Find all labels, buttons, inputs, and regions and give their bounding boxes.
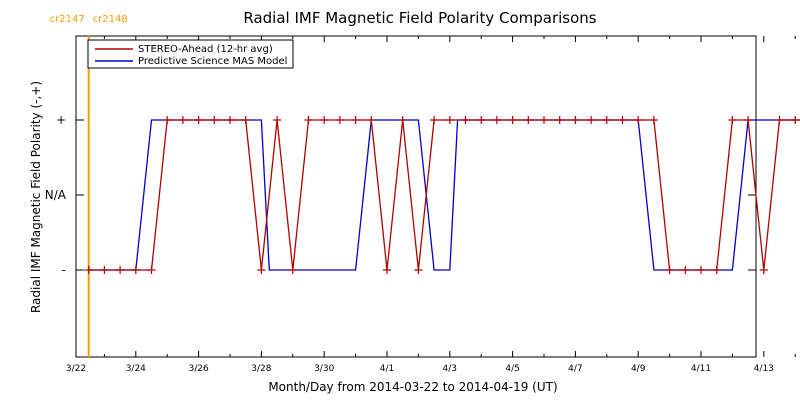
series-line-stereo xyxy=(88,119,800,271)
series-line-mas xyxy=(88,119,800,271)
stereo-data-point xyxy=(492,116,501,124)
stereo-data-point xyxy=(461,116,470,124)
stereo-data-point xyxy=(697,266,705,274)
stereo-data-point xyxy=(241,116,250,124)
stereo-data-point xyxy=(649,116,658,124)
stereo-data-point xyxy=(178,116,187,124)
stereo-data-point xyxy=(791,116,800,124)
chart-title: Radial IMF Magnetic Field Polarity Compa… xyxy=(243,9,596,27)
x-tick-label: 3/26 xyxy=(188,364,208,374)
stereo-data-point xyxy=(681,266,690,274)
stereo-data-point xyxy=(163,116,172,124)
x-tick-label: 3/30 xyxy=(314,364,334,374)
stereo-data-point xyxy=(257,266,266,274)
stereo-data-point xyxy=(445,116,454,124)
carrington-label-left: cr2147 xyxy=(50,14,85,25)
stereo-data-point xyxy=(587,116,596,124)
stereo-data-point xyxy=(335,116,344,124)
stereo-data-point xyxy=(131,266,140,274)
legend: STEREO-Ahead (12-hr avg) Predictive Scie… xyxy=(87,39,294,69)
x-tick-label: 4/9 xyxy=(631,364,646,374)
stereo-data-point xyxy=(304,116,313,124)
x-tick-label: 3/24 xyxy=(126,364,146,374)
y-axis-label: Radial IMF Magnetic Field Polarity (-,+) xyxy=(29,81,43,313)
stereo-data-point xyxy=(430,116,439,124)
stereo-data-point xyxy=(712,266,721,274)
carrington-markers: cr2147cr2148cr2148cr2149 xyxy=(50,14,128,357)
x-tick-label: 3/22 xyxy=(66,364,86,374)
stereo-data-point xyxy=(194,116,203,124)
stereo-data-point xyxy=(524,116,533,124)
stereo-data-point xyxy=(320,116,329,124)
stereo-data-point xyxy=(398,116,407,124)
x-tick-label: 4/11 xyxy=(691,364,711,374)
stereo-data-point xyxy=(571,116,580,124)
stereo-data-point xyxy=(210,116,219,124)
stereo-data-point xyxy=(555,116,564,124)
carrington-label-right: cr2148 xyxy=(93,14,128,25)
stereo-data-point xyxy=(100,266,109,274)
legend-label-stereo: STEREO-Ahead (12-hr avg) xyxy=(138,44,273,55)
stereo-data-point xyxy=(602,116,611,124)
stereo-data-point xyxy=(618,116,627,124)
legend-box xyxy=(87,39,294,69)
y-ticks: - N/A + xyxy=(45,113,756,277)
stereo-data-point xyxy=(414,266,423,274)
plot-frame xyxy=(75,35,757,358)
stereo-data-point xyxy=(383,266,391,274)
stereo-data-point xyxy=(116,266,125,274)
stereo-data-point xyxy=(775,116,784,124)
stereo-data-point xyxy=(540,116,548,124)
x-ticks: 3/22 3/24 3/26 3/28 3/30 4/1 4/3 4/5 4/7 4/9 4/11 4… xyxy=(66,36,796,374)
y-tick-label: + xyxy=(56,113,66,127)
y-tick-label: - xyxy=(62,263,66,277)
x-tick-label: 4/7 xyxy=(568,364,582,374)
x-tick-label: 3/28 xyxy=(251,364,271,374)
stereo-data-point xyxy=(477,116,486,124)
x-tick-label: 4/1 xyxy=(380,364,394,374)
stereo-data-point xyxy=(84,266,93,274)
x-tick-label: 4/13 xyxy=(754,364,774,374)
stereo-data-point xyxy=(759,266,768,274)
stereo-data-point xyxy=(273,116,282,124)
series-group xyxy=(84,116,800,274)
stereo-data-point xyxy=(744,116,753,124)
stereo-data-point xyxy=(508,116,517,124)
x-tick-label: 4/3 xyxy=(443,364,457,374)
y-tick-label: N/A xyxy=(45,188,67,202)
x-axis-label: Month/Day from 2014-03-22 to 2014-04-19 … xyxy=(268,380,557,394)
legend-label-mas: Predictive Science MAS Model xyxy=(138,56,287,67)
stereo-data-point xyxy=(288,266,297,274)
stereo-data-point xyxy=(147,266,156,274)
stereo-data-point xyxy=(665,266,674,274)
stereo-data-point xyxy=(351,116,360,124)
stereo-data-point xyxy=(226,116,234,124)
x-tick-label: 4/5 xyxy=(505,364,519,374)
stereo-data-point xyxy=(728,116,737,124)
stereo-data-point xyxy=(367,116,376,124)
stereo-data-point xyxy=(634,116,643,124)
